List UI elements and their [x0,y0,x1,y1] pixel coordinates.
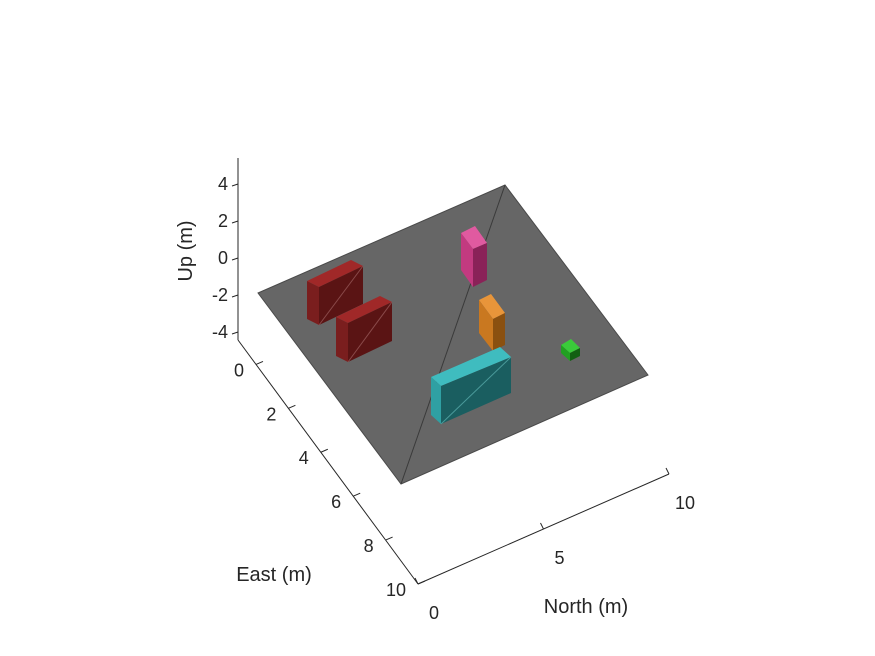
east-tick-label-5: 10 [386,580,406,600]
up-tick-mark-2 [231,257,239,261]
east-tick-label-2: 4 [299,448,309,468]
up-tick-label-2: 0 [218,248,228,268]
north-tick-label-2: 10 [675,493,695,513]
east-axis-line [237,339,419,585]
east-tick-mark-5 [417,580,426,585]
north-tick-mark-0 [414,577,419,585]
north-tick-label-1: 5 [554,548,564,568]
obstacle-green-box [561,339,580,361]
east-tick-mark-0 [255,360,264,365]
obstacle-red-box-2 [336,296,393,363]
ground-diagonal [400,184,506,485]
up-tick-label-0: 4 [218,174,228,194]
up-tick-label-4: -4 [212,322,228,342]
up-tick-mark-4 [231,331,239,335]
east-tick-mark-3 [353,492,361,497]
east-tick-label-1: 2 [266,404,276,424]
east-tick-mark-1 [288,404,296,409]
up-tick-mark-1 [231,220,239,224]
obstacle-cyan-box [431,347,512,425]
east-axis-label: East (m) [236,564,312,586]
north-axis-label: North (m) [544,596,628,618]
east-tick-mark-2 [320,448,328,453]
up-tick-mark-0 [231,183,239,187]
up-axis-ticks: 4 2 0 -2 -4 [212,174,239,342]
up-axis-label: Up (m) [175,220,197,281]
east-tick-label-4: 8 [364,536,374,556]
north-tick-label-0: 0 [429,603,439,623]
east-tick-label-0: 0 [234,360,244,380]
up-tick-mark-3 [231,294,239,298]
east-axis-ticks: 0 2 4 6 8 10 [234,360,426,600]
obstacle-orange-box [479,294,505,351]
up-tick-label-3: -2 [212,285,228,305]
east-tick-mark-4 [385,536,393,541]
north-axis-ticks: 0 5 10 [414,467,695,623]
north-tick-mark-2 [665,467,670,475]
obstacle-red-box-1 [307,260,364,326]
up-tick-label-1: 2 [218,211,228,231]
east-tick-label-3: 6 [331,492,341,512]
north-tick-mark-1 [540,522,544,530]
obstacle-magenta-box [461,226,487,287]
